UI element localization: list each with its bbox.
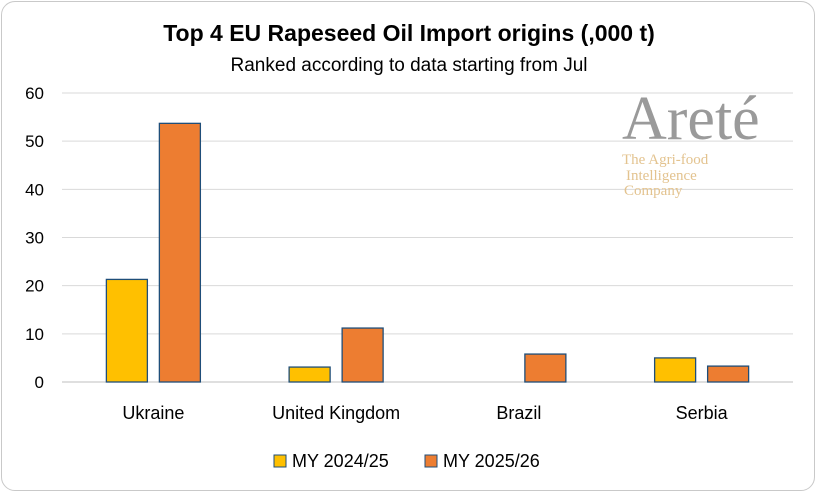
watermark-brand: Areté (622, 85, 760, 153)
bar-my-2025-26 (158, 122, 202, 383)
x-tick-label: Brazil (496, 403, 541, 423)
legend-label: MY 2025/26 (443, 451, 540, 471)
y-tick-label: 40 (25, 180, 44, 199)
y-tick-label: 30 (25, 229, 44, 248)
y-tick-label: 10 (25, 325, 44, 344)
chart-title: Top 4 EU Rapeseed Oil Import origins (,0… (163, 20, 655, 46)
chart-subtitle: Ranked according to data starting from J… (230, 55, 588, 76)
y-tick-label: 60 (25, 84, 44, 103)
watermark-tagline-1: The Agri-food (622, 152, 709, 168)
x-axis-ticks: Ukraine United Kingdom Brazil Serbia (122, 403, 728, 423)
bar-my-2025-26 (341, 327, 384, 383)
y-tick-label: 20 (25, 277, 44, 296)
watermark-tagline-2: Intelligence (626, 168, 697, 184)
x-tick-label: Ukraine (122, 403, 184, 423)
bar-my-2024-25 (105, 278, 149, 383)
x-tick-label: Serbia (676, 403, 729, 423)
watermark-logo: Areté The Agri-food Intelligence Company (622, 85, 760, 199)
y-axis-ticks: 0 10 20 30 40 50 60 (25, 84, 44, 392)
watermark-tagline-3: Company (624, 183, 683, 199)
bar-my-2024-25 (288, 366, 331, 383)
x-tick-label: United Kingdom (272, 403, 400, 423)
legend-swatch (273, 454, 287, 468)
y-tick-label: 50 (25, 132, 44, 151)
bar-my-2024-25 (653, 357, 697, 383)
y-tick-label: 0 (35, 373, 44, 392)
legend-label: MY 2024/25 (292, 451, 389, 471)
legend: MY 2024/25 MY 2025/26 (273, 451, 540, 471)
bars (105, 122, 750, 383)
bar-my-2025-26 (524, 353, 567, 383)
bar-my-2025-26 (706, 365, 750, 383)
legend-swatch (424, 454, 438, 468)
